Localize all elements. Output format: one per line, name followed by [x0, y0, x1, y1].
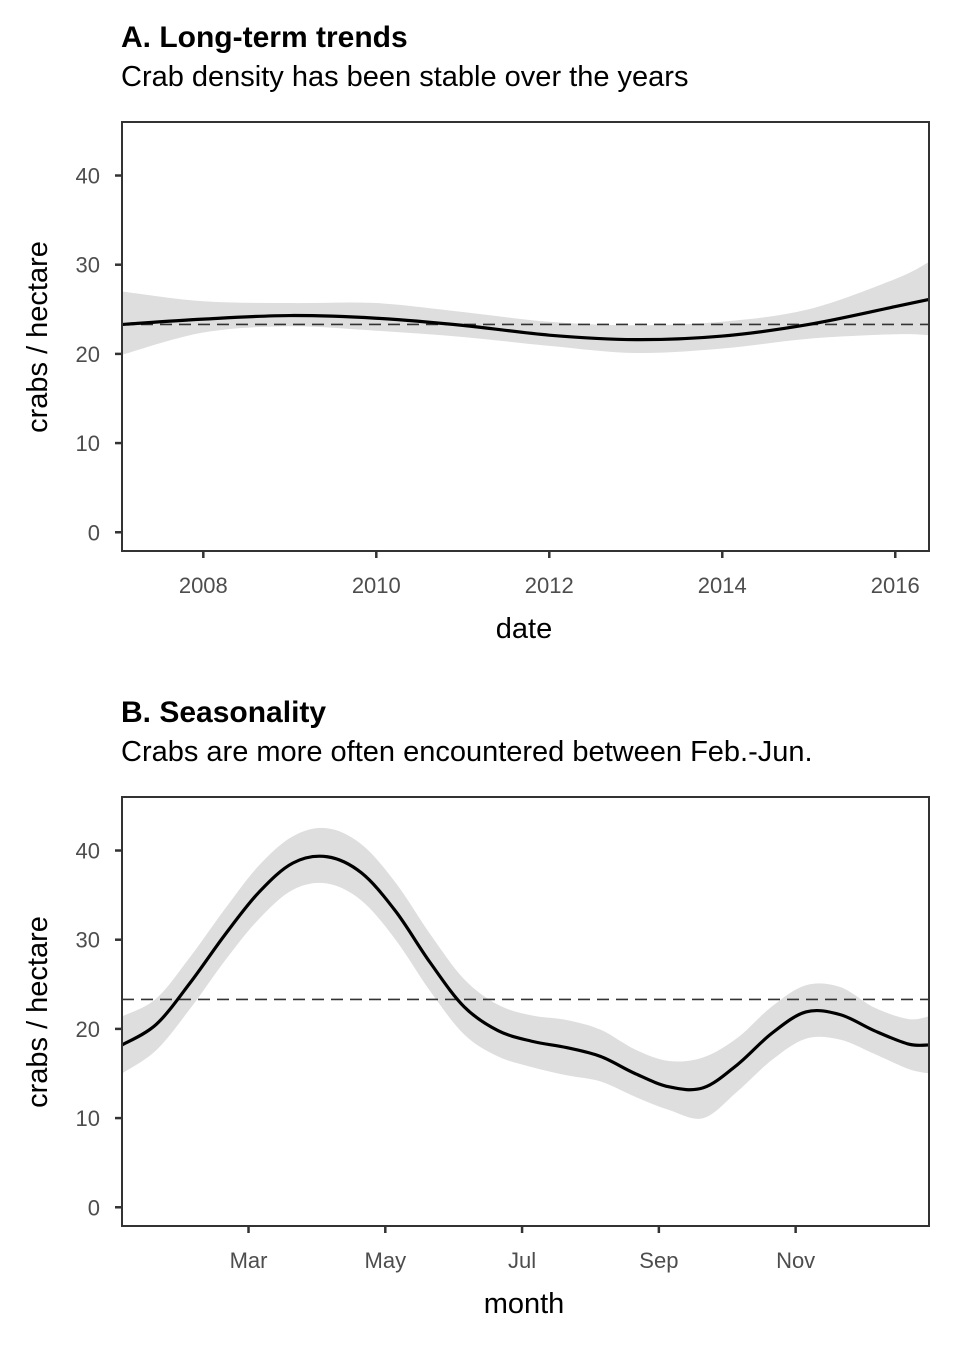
panel-b-y-tick-label: 10	[76, 1106, 100, 1131]
panel-long-term-trends: A. Long-term trends Crab density has bee…	[22, 21, 930, 645]
panel-a-y-axis-title: crabs / hectare	[22, 241, 54, 433]
panel-b-y-axis-title: crabs / hectare	[22, 916, 54, 1108]
panel-a-y-tick-label: 20	[76, 342, 100, 367]
panel-b-x-tick-label: May	[365, 1248, 407, 1273]
panel-a-x-tick-label: 2016	[871, 573, 920, 598]
panel-b-x-tick-label: Jul	[508, 1248, 536, 1273]
panel-b-y-tick-label: 30	[76, 928, 100, 953]
panel-b-confidence-band	[122, 827, 929, 1119]
panel-a-confidence-band	[122, 262, 929, 355]
panel-a-x-tick-label: 2010	[352, 573, 401, 598]
panel-a-x-axis-title: date	[496, 613, 552, 645]
panel-a-y-tick-label: 0	[88, 520, 100, 545]
panel-a-frame	[121, 121, 930, 552]
panel-a-y-tick-label: 10	[76, 431, 100, 456]
panel-b-y-tick-label: 0	[88, 1195, 100, 1220]
panel-b-title: B. Seasonality	[121, 696, 326, 729]
panel-a-y-tick-label: 40	[76, 164, 100, 189]
panel-a-x-tick-label: 2012	[525, 573, 574, 598]
panel-b-subtitle: Crabs are more often encountered between…	[121, 736, 813, 768]
panel-b-frame	[121, 796, 930, 1227]
panel-b-x-tick-label: Sep	[639, 1248, 678, 1273]
panel-b-x-tick-label: Mar	[230, 1248, 268, 1273]
panel-b-y-tick-label: 40	[76, 839, 100, 864]
panel-a-subtitle: Crab density has been stable over the ye…	[121, 61, 688, 93]
panel-a-x-tick-label: 2008	[179, 573, 228, 598]
panel-b-trend-line	[121, 854, 930, 1092]
panel-b-plot-area: 0 10 20 30 40 Mar May Jul Sep Nov	[76, 796, 930, 1273]
panel-b-x-axis-title: month	[484, 1288, 565, 1320]
panel-seasonality: B. Seasonality Crabs are more often enco…	[22, 696, 930, 1320]
panel-a-trend-line	[121, 297, 930, 342]
panel-b-y-tick-label: 20	[76, 1017, 100, 1042]
panel-a-y-tick-label: 30	[76, 253, 100, 278]
panel-b-x-tick-label: Nov	[776, 1248, 815, 1273]
panel-a-plot-area: 0 10 20 30 40 2008 2010 2012 2014 2016	[76, 121, 930, 598]
panel-a-x-tick-label: 2014	[698, 573, 747, 598]
panel-a-title: A. Long-term trends	[121, 21, 408, 54]
